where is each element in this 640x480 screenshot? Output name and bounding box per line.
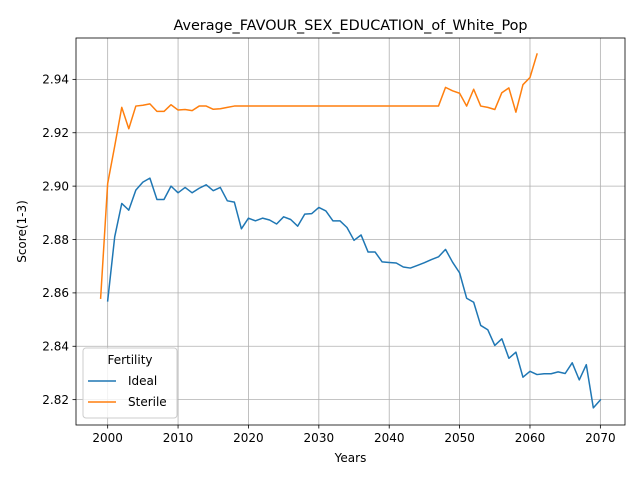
series-line-sterile [99,53,538,300]
series-line-ideal [106,177,602,409]
x-tick-label: 2060 [515,431,546,445]
y-tick-label: 2.82 [42,393,69,407]
y-axis: 2.82 2.84 2.86 2.88 2.90 2.92 2.94 [42,73,76,407]
series-lines [99,53,602,409]
x-tick-label: 2000 [92,431,123,445]
y-tick-label: 2.94 [42,73,69,87]
plot-frame [75,37,626,426]
x-tick-label: 2020 [233,431,264,445]
x-tick-label: 2030 [304,431,335,445]
y-tick-label: 2.86 [42,286,69,300]
chart-title: Average_FAVOUR_SEX_EDUCATION_of_White_Po… [173,18,527,34]
legend-label-ideal: Ideal [128,374,157,388]
x-axis: 2000 2010 2020 2030 2040 2050 2060 2070 [92,425,616,445]
x-tick-label: 2040 [374,431,405,445]
legend-label-sterile: Sterile [128,395,167,409]
legend: Fertility Ideal Sterile [82,347,178,419]
x-tick-label: 2050 [444,431,475,445]
legend-title: Fertility [107,353,152,367]
y-tick-label: 2.92 [42,126,69,140]
y-tick-label: 2.90 [42,179,69,193]
y-tick-label: 2.88 [42,233,69,247]
x-tick-label: 2010 [163,431,194,445]
x-tick-label: 2070 [585,431,616,445]
legend-box [82,347,178,419]
x-axis-label: Years [334,451,367,465]
y-tick-label: 2.84 [42,340,69,354]
y-axis-label: Score(1-3) [15,200,29,263]
